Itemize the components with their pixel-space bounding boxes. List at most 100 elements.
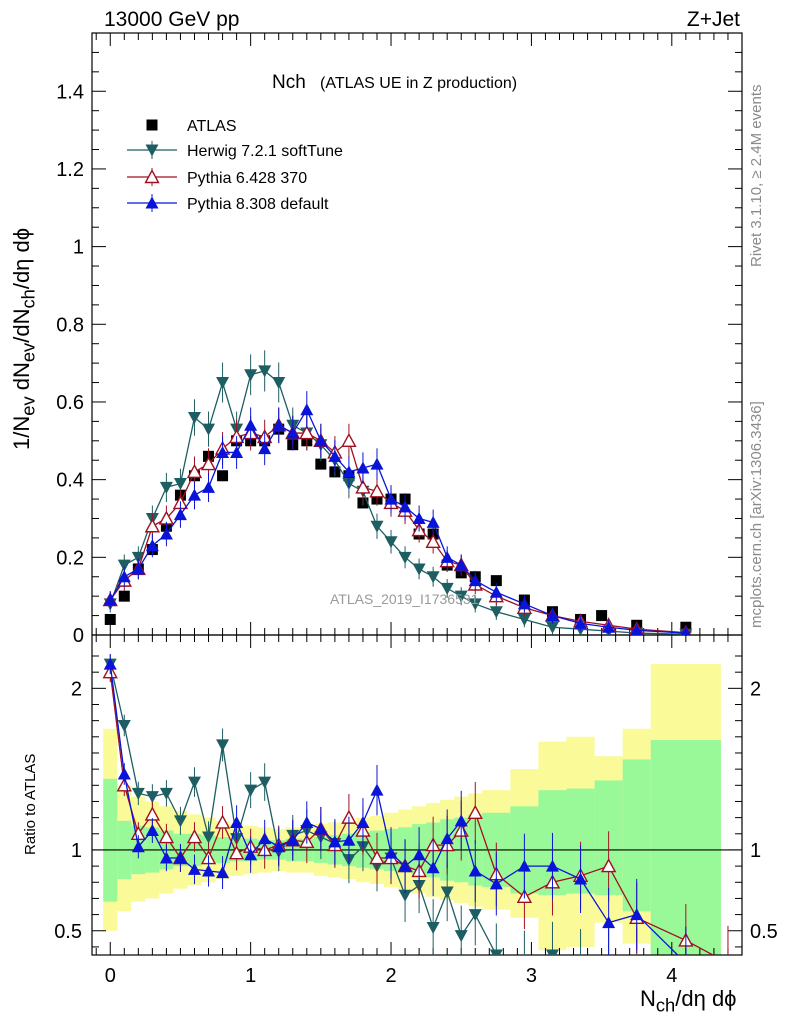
ratio-herwig-point <box>187 776 201 789</box>
ratio-pythia8-point <box>131 840 145 853</box>
ratio-pythia8-point <box>489 877 503 890</box>
atlas-point <box>118 590 130 602</box>
ratio-pythia6-point <box>600 858 617 873</box>
x-tick-label: 0 <box>105 965 116 987</box>
pythia8-point <box>489 585 503 598</box>
pythia8-point <box>681 626 691 635</box>
herwig-point <box>398 551 412 564</box>
x-tick-label: 4 <box>666 965 677 987</box>
ratio-tick-label-right: 1 <box>750 840 761 862</box>
ratio-herwig-point <box>468 909 482 922</box>
pythia8-point <box>258 442 272 455</box>
legend-marker-pythia6 <box>144 169 160 184</box>
ratio-pythia8-point <box>216 866 230 879</box>
ratio-pythia8-point <box>300 815 314 828</box>
ratio-herwig-point <box>489 949 503 955</box>
ratio-pythia6-point <box>186 829 203 844</box>
herwig-point <box>426 571 440 584</box>
ratio-herwig-point <box>398 889 412 902</box>
pythia6-point <box>186 463 203 479</box>
pythia8-point <box>173 508 187 521</box>
x-tick-label: 1 <box>245 965 256 987</box>
legend-marker-atlas <box>146 119 158 131</box>
ratio-pythia6-point <box>467 804 483 819</box>
pythia8-point <box>426 515 440 528</box>
pythia8-line <box>109 408 686 634</box>
legend-label-pythia6: Pythia 6.428 370 <box>187 170 307 187</box>
herwig-point <box>216 377 230 390</box>
y-tick-label: 0.6 <box>56 392 84 414</box>
ratio-pythia8-point <box>272 840 286 853</box>
pythia6-point <box>299 425 315 440</box>
ratio-pythia8-point <box>468 864 482 877</box>
herwig-point <box>272 377 286 390</box>
legend: ATLAS Herwig 7.2.1 softTune Pythia 6.428 3… <box>127 118 343 213</box>
ratio-pythia8-point <box>384 846 398 859</box>
atlas-point <box>596 610 608 622</box>
herwig-point <box>244 369 258 382</box>
ratio-pythia8-point <box>202 864 216 877</box>
ratio-herwig-point <box>131 787 145 800</box>
pythia8-point <box>602 620 616 633</box>
ratio-pythia8-point <box>517 859 531 872</box>
ratio-pythia8-point <box>314 822 328 835</box>
ratio-herwig-point <box>545 949 559 955</box>
pythia8-point <box>131 562 145 575</box>
pythia8-point <box>574 616 588 629</box>
herwig-point <box>454 590 468 603</box>
ratio-herwig-point <box>244 784 258 797</box>
ratio-pythia8-point <box>630 908 644 921</box>
ratio-herwig-point <box>258 776 272 789</box>
ratio-pythia8-point <box>328 835 342 848</box>
ratio-band-inner <box>103 778 118 902</box>
pythia8-point <box>314 434 328 447</box>
ratio-frame <box>91 634 743 956</box>
pythia8-point <box>517 597 531 610</box>
herwig-point <box>159 481 173 494</box>
ratio-tick-label-right: 2 <box>750 678 761 700</box>
y-tick-label: 1.4 <box>56 81 84 103</box>
ratio-band-inner <box>650 740 721 955</box>
ratio-pythia8-point <box>230 815 244 828</box>
ratio-pythia8-point <box>342 833 356 846</box>
watermark-label: ATLAS_2019_I1736531 <box>330 591 479 607</box>
pythia8-point <box>328 449 342 462</box>
herwig-point <box>517 613 531 626</box>
ratio-herwig-point <box>679 958 692 970</box>
energy-label: 13000 GeV pp <box>104 8 240 31</box>
herwig-point <box>370 520 384 533</box>
ratio-herwig-point <box>426 922 440 935</box>
ratio-pythia6-point <box>158 829 175 844</box>
pythia6-point <box>144 518 161 533</box>
ratio-tick-label-left: 0.5 <box>54 921 82 943</box>
ratio-pythia8-point <box>426 861 440 874</box>
ratio-herwig-point <box>630 958 643 970</box>
ratio-pythia8-point <box>356 815 370 828</box>
pythia8-point <box>286 426 300 439</box>
pythia8-point <box>103 593 117 606</box>
ratio-pythia8-point <box>454 814 468 827</box>
y-tick-label: 1.2 <box>56 159 84 181</box>
herwig-point <box>468 598 482 611</box>
pythia8-point <box>216 445 230 458</box>
process-label: Z+Jet <box>686 8 740 31</box>
ratio-pythia8-point <box>398 859 412 872</box>
y-tick-label: 0 <box>73 625 84 647</box>
main-series-group <box>102 350 693 635</box>
ratio-pythia6-point <box>721 957 734 969</box>
ratio-pythia6-point <box>369 850 385 865</box>
ratio-herwig-point <box>440 886 454 899</box>
pythia8-point <box>440 550 454 563</box>
herwig-point <box>173 478 187 491</box>
pythia6-point <box>425 533 441 548</box>
ratio-herwig-line <box>109 663 555 955</box>
ratio-pythia8-point <box>286 833 300 846</box>
pythia8-point <box>412 511 426 524</box>
pythia8-point <box>187 488 201 501</box>
pythia8-point <box>356 461 370 474</box>
pythia8-point <box>300 403 314 416</box>
legend-label-pythia8: Pythia 8.308 default <box>187 196 329 213</box>
y-tick-label: 0.4 <box>56 470 84 492</box>
ratio-pythia8-point <box>117 767 131 780</box>
